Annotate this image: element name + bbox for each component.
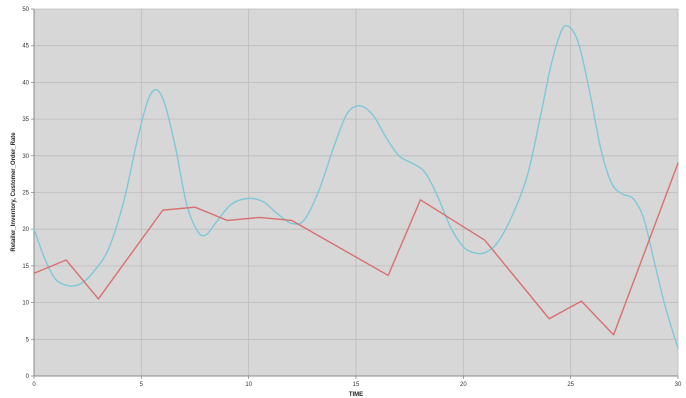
y-tick-label: 40 (22, 80, 29, 86)
y-tick-label: 15 (22, 264, 29, 270)
y-tick-label: 35 (22, 117, 29, 123)
x-tick-label: 15 (353, 382, 360, 388)
x-tick-label: 25 (567, 382, 574, 388)
tick-labels: 0 5 10 15 20 25 30 0 5 10 15 20 25 30 35 40 45 50 (22, 7, 682, 388)
x-tick-label: 20 (460, 382, 467, 388)
y-tick-label: 45 (22, 44, 29, 50)
y-tick-label: 5 (26, 337, 30, 343)
y-tick-label: 0 (26, 374, 30, 380)
y-tick-label: 20 (22, 227, 29, 233)
x-tick-label: 0 (32, 382, 36, 388)
y-axis-title: Retailer_Inventory, Customer_Order_Rate (11, 132, 17, 252)
x-tick-label: 10 (245, 382, 252, 388)
series-line-1 (33, 24, 679, 349)
y-tick-label: 30 (22, 154, 29, 160)
y-tick-label: 50 (22, 7, 29, 13)
x-axis-title: TIME (349, 392, 363, 398)
gridlines (34, 8, 679, 376)
series-line-2 (33, 162, 679, 336)
x-tick-label: 30 (675, 382, 682, 388)
y-tick-label: 10 (22, 301, 29, 307)
x-tick-label: 5 (140, 382, 144, 388)
series-lines (33, 24, 679, 349)
y-tick-label: 25 (22, 191, 29, 197)
